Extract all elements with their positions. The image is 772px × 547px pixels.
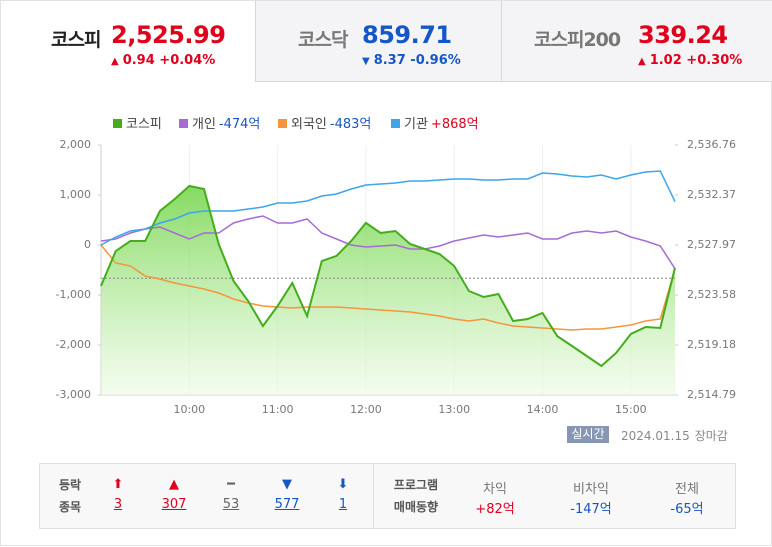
program-title-line: 매매동향 [393,500,439,514]
x-tick-label: 11:00 [262,403,294,416]
breadth-count[interactable]: 53 [222,497,240,512]
y2-tick-label: 2,532.37 [687,188,736,201]
tab-value: 2,525.99 [111,21,226,49]
breadth-symbol: ⬆ [112,477,124,492]
program-value: -147억 [570,502,612,517]
tab-name: 코스피 [51,29,101,51]
legend-swatch [278,119,287,128]
program-label: 전체 [675,482,699,497]
line [100,244,676,331]
tab-change: ▲ 0.94 +0.04% [111,53,215,68]
tab-change-text: 1.02 +0.30% [649,53,743,68]
y-tick-label: 0 [84,238,91,251]
legend-swatch [113,119,122,128]
breadth-title-line: 종목 [58,500,82,514]
tab-arrow: ▲ [111,56,119,67]
breadth-symbol: ━ [227,477,235,492]
legend-name: 개인 [192,117,216,132]
y-tick-label: -3,000 [56,388,91,401]
breadth-count[interactable]: 1 [338,497,348,512]
legend-value: -474억 [218,117,261,132]
legend-name: 기관 [404,117,428,132]
x-tick-label: 12:00 [350,403,382,416]
breadth-count[interactable]: 3 [113,497,123,512]
tab-value: 859.71 [362,21,452,49]
tab-change-text: 8.37 -0.96% [373,53,461,68]
legend-item: 개인 -474억 [179,113,260,132]
tab[interactable]: 코스피 2,525.99 ▲ 0.94 +0.04% [1,1,255,82]
badge: 실시간 [567,426,609,443]
y2-tick-label: 2,523.58 [687,288,736,301]
breadth-symbol: ▲ [169,477,179,492]
breadth-title-line: 등락 [58,478,82,492]
program-label: 비차익 [573,482,609,497]
y2-tick-label: 2,519.18 [687,338,736,351]
tab-change-text: 0.94 +0.04% [122,53,216,68]
x-tick-label: 13:00 [438,403,470,416]
legend-item: 코스피 [113,113,162,132]
date: 2024.01.15 장마감 [621,427,728,444]
breadth-symbol: ⬇ [337,477,349,492]
area [101,186,675,395]
y2-tick-label: 2,514.79 [687,388,736,401]
tab-change: ▲ 1.02 +0.30% [638,53,742,68]
program-value: +82억 [475,502,515,517]
breadth-count[interactable]: 577 [274,497,300,512]
tab-change: ▼ 8.37 -0.96% [362,53,461,68]
x-tick-label: 10:00 [173,403,205,416]
tab[interactable]: 코스닥 859.71 ▼ 8.37 -0.96% [255,1,501,82]
legend-value: -483억 [329,117,372,132]
tab-name: 코스피200 [534,29,621,51]
x-tick-label: 14:00 [527,403,559,416]
tab[interactable]: 코스피200 339.24 ▲ 1.02 +0.30% [501,1,772,82]
y-tick-label: -1,000 [56,288,91,301]
legend-name: 외국인 [291,117,327,132]
y-tick-label: 1,000 [60,188,92,201]
date-text: 2024.01.15 [621,429,690,443]
y2-tick-label: 2,536.76 [687,138,736,151]
breadth-symbol: ▼ [282,477,292,492]
program-title-line: 프로그램 [393,478,439,492]
legend-item: 기관 +868억 [391,113,479,132]
y-tick-label: -2,000 [56,338,91,351]
y-tick-label: 2,000 [60,138,92,151]
divider [373,464,374,528]
legend-value: +868억 [430,117,479,132]
legend-swatch [179,119,188,128]
y2-tick-label: 2,527.97 [687,238,736,251]
program-label: 차익 [483,482,507,497]
program-value: -65억 [670,502,704,517]
legend-swatch [391,119,400,128]
legend-item: 외국인 -483억 [278,113,371,132]
line [100,184,676,368]
breadth-count[interactable]: 307 [161,497,187,512]
line [100,215,676,270]
x-tick-label: 15:00 [615,403,647,416]
legend-name: 코스피 [126,117,162,132]
tab-arrow: ▼ [362,56,370,67]
line [100,170,676,246]
session: 장마감 [694,429,728,443]
tab-value: 339.24 [638,21,728,49]
tab-arrow: ▲ [638,56,646,67]
tab-name: 코스닥 [298,29,348,51]
